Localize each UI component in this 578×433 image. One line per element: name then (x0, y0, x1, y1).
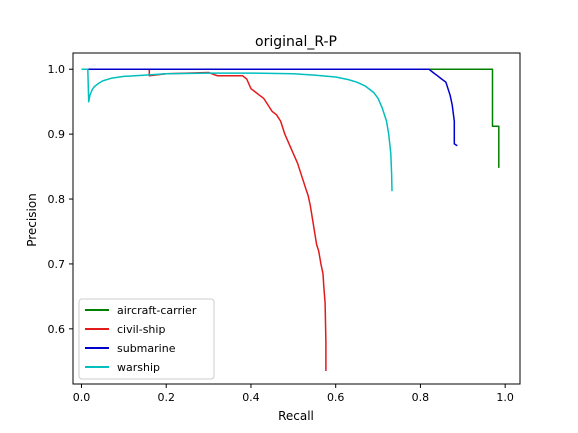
y-tick-label: 0.6 (48, 323, 66, 336)
x-tick-label: 0.0 (73, 391, 91, 404)
legend-label-submarine: submarine (117, 342, 176, 355)
y-tick-label: 0.8 (48, 193, 66, 206)
series-line-warship (81, 68, 393, 192)
legend-label-aircraft-carrier: aircraft-carrier (117, 304, 197, 317)
legend-label-warship: warship (117, 361, 160, 374)
series-line-civil-ship (81, 68, 327, 371)
legend-box (78, 298, 215, 380)
legend-label-civil-ship: civil-ship (117, 323, 165, 336)
y-tick-label: 1.0 (48, 63, 66, 76)
series-line-submarine (81, 68, 458, 147)
legend: aircraft-carrier civil-ship submarine warsh… (78, 298, 215, 380)
y-tick-label: 0.9 (48, 128, 66, 141)
plot-area (81, 68, 500, 371)
x-tick-label: 0.4 (242, 391, 260, 404)
x-axis-label: Recall (278, 409, 314, 423)
x-tick-label: 1.0 (496, 391, 514, 404)
x-tick-label: 0.6 (327, 391, 345, 404)
chart-title: original_R-P (255, 34, 337, 50)
x-tick-label: 0.2 (157, 391, 175, 404)
y-tick-label: 0.7 (48, 258, 66, 271)
plot-frame (72, 52, 521, 385)
x-tick-label: 0.8 (412, 391, 430, 404)
axes: 0.0 0.2 0.4 0.6 0.8 1.0 0.6 0.7 0.8 0.9 1.0 (48, 63, 514, 404)
y-axis-label: Precision (25, 193, 39, 247)
